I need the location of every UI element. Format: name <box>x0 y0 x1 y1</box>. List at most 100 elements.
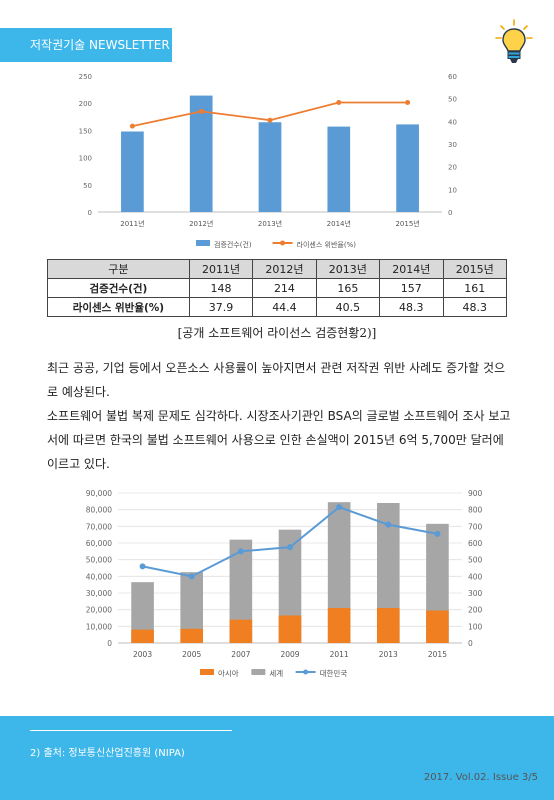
footer: 2) 출처: 정보통신산업진흥원 (NIPA) 2017. Vol.02. Is… <box>0 716 554 800</box>
bar <box>327 126 351 212</box>
bar <box>229 619 253 643</box>
bar <box>189 95 213 212</box>
y-tick-label: 80,000 <box>86 506 112 515</box>
y2-tick-label: 100 <box>468 622 483 631</box>
table-header-cell: 2014년 <box>379 259 444 279</box>
table-row: 검증건수(건) 148 214 165 157 161 <box>47 278 507 298</box>
bar <box>376 608 400 643</box>
y2-tick-label: 30 <box>448 141 457 149</box>
footnote-divider <box>30 730 232 731</box>
table-header-cell: 2011년 <box>188 259 254 279</box>
x-tick-label: 2015 <box>428 650 447 659</box>
table-row: 라이센스 위반율(%) 37.9 44.4 40.5 48.3 48.3 <box>47 297 507 317</box>
x-tick-label: 2013년 <box>258 219 282 228</box>
newsletter-title: 저작권기술 NEWSLETTER <box>0 28 172 62</box>
paragraph: 소프트웨어 불법 복제 문제도 심각하다. 시장조사기관인 BSA의 글로벌 소… <box>47 409 511 471</box>
x-tick-label: 2009 <box>280 650 299 659</box>
y2-tick-label: 600 <box>468 539 483 548</box>
y-tick-label: 0 <box>88 209 92 217</box>
x-tick-label: 2005 <box>182 650 201 659</box>
data-point <box>237 548 244 555</box>
bar <box>180 628 204 643</box>
y-tick-label: 200 <box>79 100 92 108</box>
license-verification-chart: 0 50 100 150 200 250 0 10 20 30 40 50 60 2011년 2012년 20… <box>79 73 457 249</box>
y-tick-label: 0 <box>107 639 112 648</box>
table-cell: 214 <box>252 278 317 298</box>
legend-swatch <box>200 669 214 675</box>
legend-swatch <box>280 240 286 246</box>
bar <box>278 615 302 643</box>
y2-tick-label: 50 <box>448 96 457 104</box>
table-cell: 148 <box>188 278 254 298</box>
y-tick-label: 100 <box>79 155 92 163</box>
y2-tick-label: 0 <box>448 209 452 217</box>
x-tick-label: 2015년 <box>395 219 419 228</box>
table-cell: 48.3 <box>379 297 444 317</box>
data-point <box>336 504 343 511</box>
bar <box>258 122 282 212</box>
y-tick-label: 70,000 <box>86 522 112 531</box>
x-tick-label: 2011년 <box>120 219 144 228</box>
data-point <box>188 573 195 580</box>
legend-swatch <box>251 669 266 675</box>
data-point <box>287 544 293 551</box>
y2-tick-label: 20 <box>448 164 457 172</box>
y-tick-label: 30,000 <box>86 589 112 598</box>
x-tick-label: 2011 <box>330 650 349 659</box>
legend-label: 세계 <box>269 668 283 678</box>
table-cell: 48.3 <box>442 297 507 317</box>
y2-tick-label: 10 <box>448 186 457 194</box>
y-tick-label: 150 <box>79 127 92 135</box>
body-text: 최근 공공, 기업 등에서 오픈소스 사용률이 높아지면서 관련 저작권 위반 … <box>47 356 515 476</box>
data-point <box>267 117 273 123</box>
bar <box>229 539 253 643</box>
paragraph: 최근 공공, 기업 등에서 오픈소스 사용률이 높아지면서 관련 저작권 위반 … <box>47 361 506 399</box>
y-tick-label: 60,000 <box>86 539 112 548</box>
data-point <box>434 530 441 537</box>
bar <box>278 529 302 643</box>
table-header-cell: 2013년 <box>315 259 381 279</box>
row-label: 검증건수(건) <box>47 278 190 298</box>
x-tick-label: 2013 <box>379 650 398 659</box>
y2-tick-label: 0 <box>468 639 473 648</box>
data-point <box>139 563 146 570</box>
y-tick-label: 40,000 <box>86 572 112 581</box>
data-point <box>336 100 342 106</box>
legend-label: 검증건수(건) <box>214 240 252 249</box>
data-point <box>198 108 204 114</box>
y-tick-label: 50 <box>83 182 92 190</box>
row-label: 라이센스 위반율(%) <box>47 297 190 317</box>
legend-label: 라이센스 위반율(%) <box>297 240 357 249</box>
x-tick-label: 2012년 <box>189 219 213 228</box>
y-tick-label: 90,000 <box>86 489 112 498</box>
legend-label: 아시아 <box>218 668 239 678</box>
x-tick-label: 2014년 <box>327 219 351 228</box>
table-header-row: 구분 2011년 2012년 2013년 2014년 2015년 <box>47 259 507 279</box>
legend-swatch <box>196 240 210 246</box>
issue-number: 2017. Vol.02. Issue 3/5 <box>423 772 538 783</box>
footnote: 2) 출처: 정보통신산업진흥원 (NIPA) <box>30 748 185 759</box>
y2-tick-label: 60 <box>448 73 457 81</box>
y2-tick-label: 800 <box>468 506 483 515</box>
x-tick-label: 2007 <box>231 650 250 659</box>
y-tick-label: 250 <box>79 73 92 81</box>
bar <box>121 131 144 212</box>
bar <box>327 608 351 643</box>
bar <box>396 124 419 212</box>
x-tick-label: 2003 <box>133 650 152 659</box>
y2-tick-label: 200 <box>468 606 483 615</box>
software-piracy-loss-chart: 0 10,000 20,000 30,000 40,000 50,000 60,000 70,… <box>86 489 483 678</box>
table-header-cell: 2015년 <box>442 259 507 279</box>
legend-swatch <box>303 669 309 675</box>
license-verification-table: 구분 2011년 2012년 2013년 2014년 2015년 검증건수(건)… <box>47 259 507 317</box>
bar <box>131 582 154 643</box>
table-header-cell: 구분 <box>47 259 190 279</box>
y2-tick-label: 900 <box>468 489 483 498</box>
y-tick-label: 10,000 <box>86 622 112 631</box>
lightbulb-icon <box>495 19 533 63</box>
y2-tick-label: 700 <box>468 522 483 531</box>
table-header-cell: 2012년 <box>252 259 317 279</box>
legend-label: 대한민국 <box>320 668 348 678</box>
data-point <box>385 521 392 528</box>
table-cell: 40.5 <box>315 297 381 317</box>
